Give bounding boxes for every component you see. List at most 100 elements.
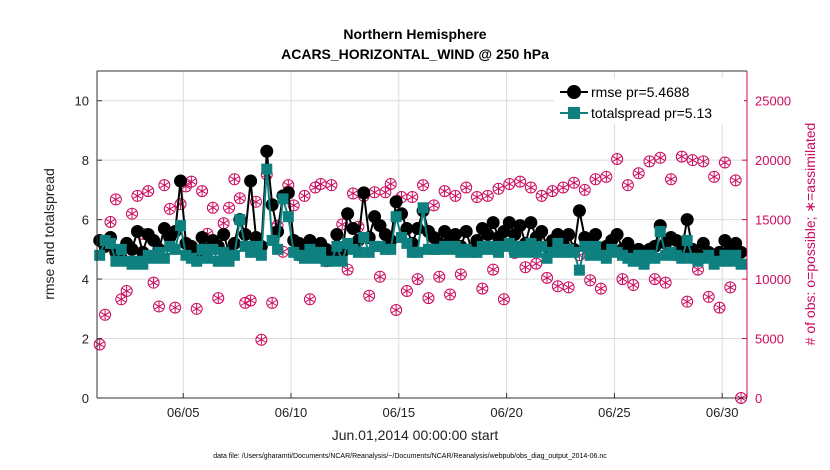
obs-possible-marker: [142, 185, 155, 198]
totalspread-point: [584, 249, 596, 261]
obs-assimilated-marker: [305, 294, 315, 305]
rmse-point: [265, 198, 279, 212]
obs-assimilated-marker: [617, 274, 628, 285]
totalspread-point: [261, 163, 273, 175]
totalspread-point: [228, 249, 240, 261]
obs-possible-marker: [675, 150, 688, 163]
obs-assimilated-marker: [661, 277, 671, 288]
y2-tick-label: 0: [755, 391, 762, 406]
totalspread-point: [541, 252, 553, 264]
obs-assimilated-marker: [714, 302, 725, 313]
obs-assimilated-marker: [219, 218, 229, 229]
obs-assimilated-marker: [105, 217, 116, 228]
obs-assimilated-marker: [127, 208, 137, 219]
rmse-point: [227, 236, 241, 250]
obs-possible-marker: [487, 263, 500, 276]
totalspread-point: [234, 214, 246, 226]
totalspread-point: [342, 237, 354, 249]
totalspread-point: [315, 246, 327, 258]
obs-assimilated-marker: [720, 157, 730, 168]
obs-assimilated-marker: [423, 293, 434, 304]
rmse-point: [448, 228, 462, 241]
y-tick-label: 2: [82, 332, 89, 347]
legend-rmse-marker: [567, 85, 581, 99]
obs-assimilated-marker: [537, 190, 547, 201]
obs-possible-marker: [120, 284, 133, 297]
rmse-point: [217, 228, 231, 241]
obs-assimilated-marker: [585, 275, 595, 286]
obs-possible-marker: [708, 170, 721, 183]
obs-possible-marker: [249, 195, 262, 208]
obs-possible-marker: [665, 173, 678, 186]
obs-assimilated-marker: [391, 305, 401, 316]
obs-possible-marker: [724, 281, 737, 294]
obs-assimilated-marker: [116, 294, 126, 305]
totalspread-point: [94, 249, 106, 261]
obs-possible-marker: [384, 177, 397, 190]
rmse-point: [330, 228, 344, 241]
rmse-point: [130, 225, 144, 239]
obs-assimilated-marker: [526, 182, 536, 193]
rmse-point: [346, 222, 360, 236]
rmse-point: [260, 144, 274, 158]
x-tick-label: 06/10: [275, 405, 308, 420]
obs-assimilated-marker: [440, 186, 450, 197]
totalspread-point: [487, 240, 499, 252]
totalspread-point: [358, 231, 370, 243]
obs-possible-marker: [373, 270, 386, 283]
obs-assimilated-marker: [402, 285, 412, 296]
obs-assimilated-marker: [450, 190, 460, 201]
obs-assimilated-marker: [488, 264, 498, 275]
rmse-point: [389, 195, 403, 209]
obs-assimilated-marker: [682, 296, 692, 307]
obs-assimilated-marker: [316, 178, 326, 189]
obs-assimilated-marker: [504, 178, 514, 189]
totalspread-point: [266, 234, 278, 246]
totalspread-point: [417, 202, 429, 214]
totalspread-point: [148, 252, 160, 264]
totalspread-point: [503, 237, 515, 249]
obs-assimilated-marker: [100, 309, 110, 320]
totalspread-point: [385, 243, 397, 255]
obs-possible-marker: [422, 292, 435, 305]
rmse-point: [535, 225, 549, 239]
rmse-point: [195, 230, 209, 244]
obs-possible-marker: [158, 179, 171, 192]
rmse-point: [502, 216, 516, 230]
rmse-point: [572, 204, 586, 218]
x-axis-label: Jun.01,2014 00:00:00 start: [332, 427, 499, 443]
rmse-point: [174, 174, 188, 188]
obs-assimilated-marker: [256, 334, 266, 345]
rmse-point: [562, 228, 576, 241]
y-axis-label: rmse and totalspread: [41, 168, 57, 300]
obs-assimilated-marker: [520, 262, 531, 273]
totalspread-point: [633, 249, 645, 261]
totalspread-point: [239, 240, 251, 252]
totalspread-point: [649, 252, 661, 264]
rmse-point: [357, 186, 371, 200]
obs-possible-marker: [255, 333, 268, 346]
obs-assimilated-marker: [515, 176, 525, 187]
rmse-point: [524, 216, 538, 230]
obs-assimilated-marker: [687, 155, 698, 166]
rmse-point: [486, 216, 500, 230]
y2-axis-label: # of obs: o=possible; ∗=assimilated: [802, 123, 818, 346]
y2-tick-label: 5000: [755, 332, 784, 347]
obs-possible-marker: [541, 271, 554, 284]
obs-possible-marker: [616, 273, 629, 286]
obs-assimilated-marker: [483, 190, 493, 201]
obs-assimilated-marker: [364, 290, 374, 301]
obs-possible-marker: [212, 292, 225, 305]
totalspread-point: [352, 246, 364, 258]
totalspread-point: [115, 243, 127, 255]
totalspread-point: [568, 246, 580, 258]
obs-possible-marker: [481, 189, 494, 202]
totalspread-point: [579, 240, 591, 252]
totalspread-point: [223, 255, 235, 267]
obs-assimilated-marker: [197, 186, 207, 197]
obs-possible-marker: [643, 155, 656, 168]
data-file-footer: data file: /Users/gharamti/Documents/NCA…: [213, 453, 607, 460]
obs-possible-marker: [104, 216, 117, 229]
chart-title-line2: ACARS_HORIZONTAL_WIND @ 250 hPa: [281, 46, 549, 62]
totalspread-point: [169, 243, 181, 255]
